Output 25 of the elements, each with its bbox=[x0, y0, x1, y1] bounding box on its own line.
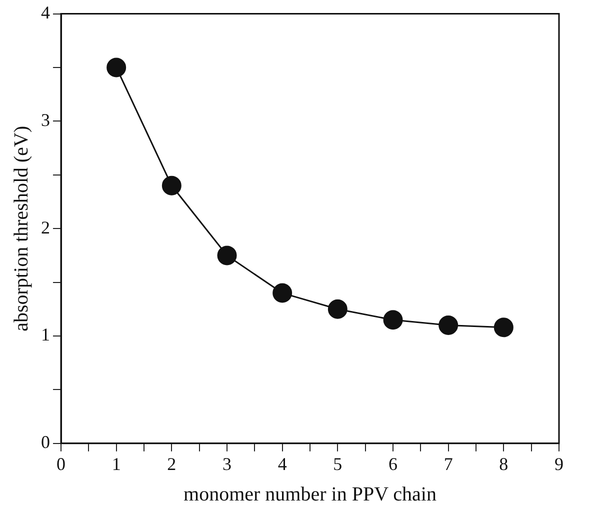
point bbox=[106, 58, 126, 78]
point bbox=[383, 310, 403, 330]
x-axis-title: monomer number in PPV chain bbox=[184, 483, 436, 506]
point bbox=[162, 176, 182, 196]
x-tick-label: 3 bbox=[222, 454, 232, 474]
x-tick-label: 9 bbox=[554, 454, 564, 474]
point bbox=[328, 299, 348, 319]
point bbox=[272, 283, 292, 303]
x-tick-label: 2 bbox=[167, 454, 176, 474]
y-tick-label: 0 bbox=[41, 432, 50, 452]
point bbox=[217, 246, 237, 266]
x-tick-label: 5 bbox=[333, 454, 342, 474]
x-tick-label: 7 bbox=[444, 454, 453, 474]
x-tick-label: 6 bbox=[388, 454, 398, 474]
point bbox=[494, 318, 514, 338]
x-tick-label: 4 bbox=[278, 454, 287, 474]
x-tick-label: 1 bbox=[112, 454, 121, 474]
y-tick-label: 3 bbox=[41, 110, 50, 130]
y-tick-label: 1 bbox=[41, 324, 50, 345]
y-tick-label: 4 bbox=[41, 2, 50, 23]
y-axis-title: absorption threshold (eV) bbox=[10, 126, 32, 332]
x-tick-label: 0 bbox=[56, 454, 66, 474]
x-tick-label: 8 bbox=[499, 454, 508, 474]
y-tick-label: 2 bbox=[41, 217, 50, 238]
point bbox=[438, 316, 458, 336]
